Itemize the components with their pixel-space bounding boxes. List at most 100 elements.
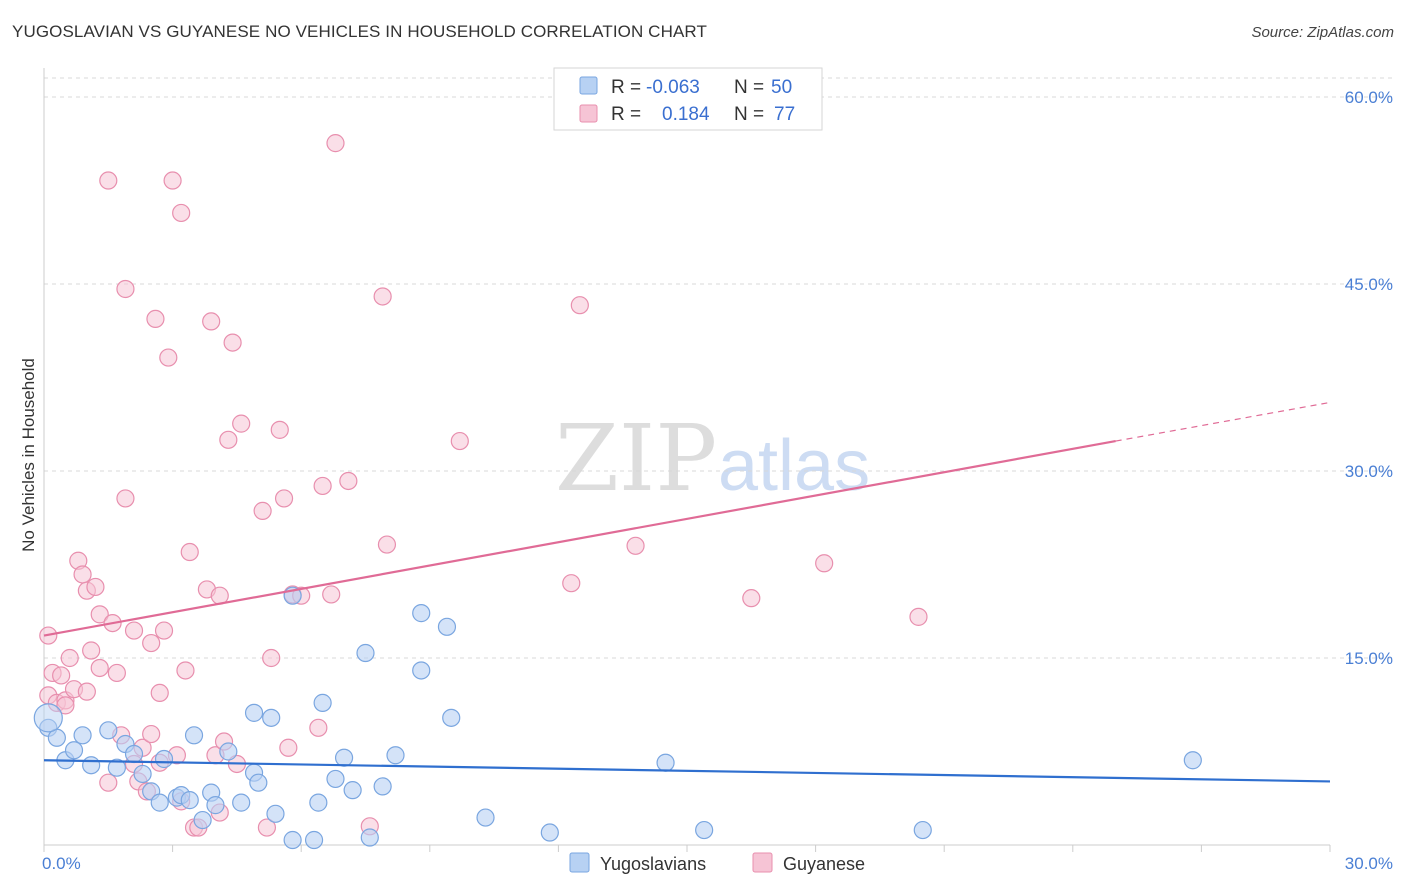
yugoslavian-point-6	[99, 721, 118, 740]
y-tick-label-0: 15.0%	[1345, 649, 1393, 668]
guyanese-point-73	[742, 589, 761, 608]
guyanese-point-67	[373, 287, 392, 306]
yugoslavian-point-20	[206, 796, 225, 815]
legend-r-value-1: -0.063	[646, 77, 700, 98]
source-label: Source: ZipAtlas.com	[1251, 24, 1394, 41]
bottom-legend-yugoslavians: Yugoslavians	[600, 854, 706, 874]
guyanese-point-72	[626, 536, 645, 555]
legend-r-label-1: R =	[611, 77, 641, 98]
yugoslavian-point-35	[343, 781, 362, 800]
yugoslavian-point-7	[107, 758, 126, 777]
x-tick-label-1: 30.0%	[1345, 854, 1393, 873]
yugoslavian-point-38	[373, 777, 392, 796]
guyanese-trend-extension	[1115, 401, 1331, 442]
yugoslavian-point-44	[476, 808, 495, 827]
guyanese-point-71	[570, 296, 589, 315]
guyanese-point-54	[257, 818, 277, 837]
yugoslavian-point-46	[656, 753, 675, 772]
guyanese-point-6	[60, 648, 79, 668]
yugoslavian-point-33	[326, 769, 345, 789]
guyanese-point-68	[377, 535, 397, 554]
yugoslavian-point-28	[283, 830, 302, 850]
bottom-legend-guyanese: Guyanese	[783, 854, 865, 874]
legend-n-value-1: 50	[771, 77, 792, 98]
guyanese-point-74	[815, 554, 834, 573]
guyanese-point-5	[56, 696, 75, 715]
guyanese-point-63	[322, 585, 341, 604]
yugoslavian-point-39	[386, 746, 405, 765]
yugoslavian-points	[33, 586, 1202, 850]
guyanese-point-69	[450, 431, 469, 451]
yugoslavian-point-22	[232, 793, 251, 812]
yugoslavian-point-42	[437, 617, 457, 636]
guyanese-point-22	[116, 279, 135, 299]
guyanese-point-49	[219, 430, 238, 449]
series-legend: Yugoslavians Guyanese	[569, 852, 865, 874]
guyanese-point-31	[150, 683, 169, 703]
yugoslavian-point-4	[73, 726, 92, 745]
legend-swatch-blue	[579, 76, 598, 95]
yugoslavian-point-34	[334, 748, 354, 767]
bottom-legend-swatch-guyanese	[752, 852, 773, 873]
guyanese-point-75	[909, 607, 928, 626]
guyanese-point-21	[116, 489, 135, 508]
legend-n-label-2: N =	[734, 104, 764, 125]
yugoslavian-point-10	[133, 764, 152, 784]
yugoslavian-point-18	[193, 810, 212, 830]
y-tick-label-3: 60.0%	[1345, 88, 1393, 107]
yugoslavian-point-5	[82, 756, 101, 775]
guyanese-point-15	[90, 605, 109, 624]
guyanese-point-30	[146, 309, 165, 329]
y-axis-label: No Vehicles in Household	[19, 358, 38, 552]
guyanese-point-28	[142, 724, 161, 744]
legend-swatch-pink	[579, 104, 598, 123]
guyanese-point-39	[176, 661, 195, 680]
yugoslavian-point-41	[412, 661, 431, 680]
yugoslavian-point-36	[356, 643, 375, 663]
guyanese-point-29	[142, 633, 161, 653]
guyanese-point-34	[159, 348, 178, 367]
yugoslavian-point-37	[360, 828, 379, 847]
guyanese-point-13	[86, 577, 105, 597]
guyanese-point-19	[107, 663, 126, 683]
stats-legend: R = -0.063 N = 50 R = 0.184 N = 77	[553, 67, 823, 131]
yugoslavian-point-21	[219, 742, 238, 761]
y-tick-label-1: 30.0%	[1345, 462, 1393, 481]
guyanese-point-16	[99, 773, 118, 792]
legend-r-label-2: R =	[611, 104, 641, 125]
guyanese-point-24	[124, 621, 144, 640]
guyanese-point-33	[154, 621, 174, 640]
yugoslavian-point-17	[184, 726, 204, 745]
tick-labels: 15.0% 30.0% 45.0% 60.0% 0.0% 30.0%	[42, 88, 1393, 873]
yugoslavian-point-43	[442, 708, 461, 727]
guyanese-point-53	[253, 501, 272, 520]
legend-n-label-1: N =	[734, 77, 764, 98]
guyanese-point-35	[163, 171, 182, 190]
guyanese-point-40	[180, 542, 199, 562]
yugoslavian-point-49	[1183, 751, 1202, 770]
yugoslavian-point-47	[695, 820, 714, 840]
yugoslavian-point-31	[309, 793, 328, 812]
guyanese-point-64	[326, 134, 345, 153]
yugoslavian-point-12	[150, 793, 169, 812]
guyanese-point-37	[172, 203, 191, 223]
guyanese-point-55	[262, 648, 281, 668]
guyanese-point-57	[274, 489, 294, 508]
guyanese-point-58	[279, 738, 298, 757]
yugoslavian-cluster-point	[33, 703, 63, 733]
y-tick-label-2: 45.0%	[1345, 275, 1393, 294]
yugoslavian-point-25	[249, 773, 268, 792]
yugoslavian-point-23	[244, 703, 264, 722]
yugoslavian-point-13	[154, 749, 174, 769]
legend-box	[553, 67, 823, 131]
yugoslavian-point-32	[313, 693, 332, 712]
guyanese-point-12	[82, 641, 101, 660]
guyanese-point-17	[99, 171, 118, 190]
guyanese-point-10	[77, 682, 96, 701]
guyanese-point-50	[223, 333, 242, 352]
watermark-atlas: atlas	[718, 426, 870, 506]
guyanese-point-70	[562, 574, 581, 593]
guyanese-point-14	[90, 658, 109, 678]
yugoslavian-point-26	[262, 708, 281, 727]
